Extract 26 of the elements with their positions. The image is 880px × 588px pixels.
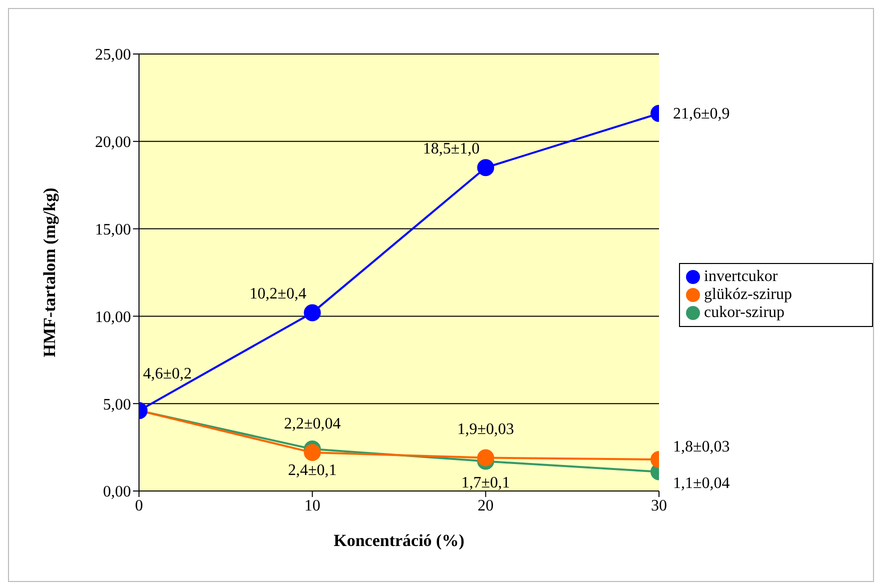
point [304, 444, 321, 462]
data-label: 18,5±1,0 [422, 140, 480, 158]
x-tick-label: 30 [651, 497, 667, 514]
data-label: 1,8±0,03 [673, 438, 730, 456]
y-tick-label: 15,00 [95, 221, 131, 238]
legend-label: glükóz-szirup [704, 286, 792, 303]
x-tick-label: 20 [478, 497, 494, 514]
legend-label: invertcukor [704, 268, 778, 285]
x-axis-title: Koncentráció (%) [334, 531, 464, 550]
data-label: 2,4±0,1 [288, 462, 337, 480]
data-label: 1,7±0,1 [461, 474, 510, 492]
legend-label: cukor-szirup [704, 304, 785, 321]
x-tick-label: 0 [135, 497, 143, 514]
data-label: 10,2±0,4 [250, 286, 306, 303]
y-axis-title: HMF-tartalom (mg/kg) [40, 188, 60, 358]
y-tick-label: 0,00 [103, 484, 131, 501]
data-label: 2,2±0,04 [284, 416, 341, 433]
y-tick-label: 25,00 [95, 46, 131, 64]
data-label: 1,1±0,04 [673, 474, 730, 492]
data-label: 21,6±0,9 [673, 105, 730, 122]
y-tick-label: 20,00 [95, 134, 131, 152]
data-label: 1,9±0,03 [457, 420, 514, 438]
data-label: 4,6±0,2 [143, 366, 192, 383]
x-tick-label: 10 [304, 497, 320, 514]
y-tick-label: 10,00 [95, 308, 131, 326]
y-tick-label: 5,00 [103, 396, 131, 414]
